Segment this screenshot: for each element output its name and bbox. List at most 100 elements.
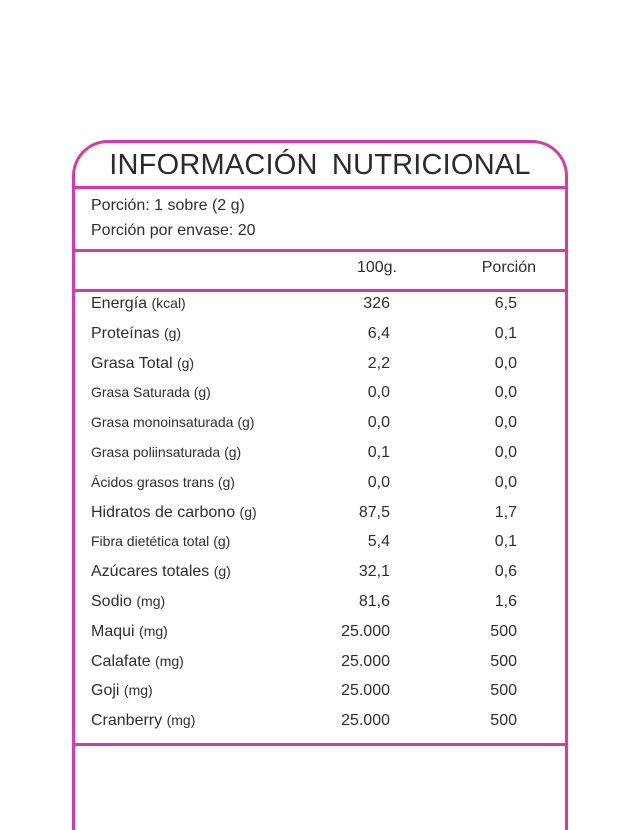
value-portion: 0,1 bbox=[494, 324, 517, 342]
table-row: Fibra dietética total (g) 5,4 0,1 bbox=[75, 533, 565, 563]
table-row: Ácidos grasos trans (g) 0,0 0,0 bbox=[75, 474, 565, 504]
value-100g: 81,6 bbox=[358, 593, 390, 610]
nutrient-name-text: Ácidos grasos trans bbox=[91, 473, 214, 490]
divider bbox=[75, 249, 565, 252]
nutrient-unit: (g) bbox=[217, 473, 235, 490]
nutrient-unit: (g) bbox=[213, 563, 231, 580]
nutrient-name-text: Calafate bbox=[91, 652, 151, 670]
nutrient-unit: (mg) bbox=[139, 622, 168, 639]
value-portion: 0,0 bbox=[494, 354, 517, 372]
value-100g: 5,4 bbox=[367, 533, 390, 551]
nutrient-name-text: Grasa Saturada bbox=[91, 384, 190, 401]
nutrient-name-text: Sodio bbox=[91, 593, 132, 610]
nutrient-name-text: Hidratos de carbono bbox=[91, 503, 236, 521]
value-100g: 0,0 bbox=[367, 384, 390, 402]
nutrient-name: Proteínas (g) bbox=[91, 325, 181, 343]
nutrient-name-text: Grasa monoinsaturada bbox=[91, 414, 234, 431]
nutrient-name-text: Grasa poliinsaturada bbox=[91, 444, 221, 460]
value-portion: 0,0 bbox=[494, 384, 517, 402]
serving-size: Porción: 1 sobre (2 g) bbox=[91, 197, 245, 214]
value-100g: 0,1 bbox=[367, 444, 390, 461]
nutrient-unit: (mg) bbox=[123, 682, 153, 699]
value-100g: 0,0 bbox=[367, 473, 390, 491]
value-100g: 32,1 bbox=[358, 563, 390, 581]
divider bbox=[75, 743, 565, 746]
value-portion: 500 bbox=[490, 652, 517, 670]
nutrient-name: Grasa Total (g) bbox=[91, 355, 194, 373]
value-portion: 500 bbox=[490, 622, 517, 640]
value-portion: 0,1 bbox=[494, 533, 517, 551]
nutrient-name: Fibra dietética total (g) bbox=[91, 533, 230, 549]
table-row: Hidratos de carbono (g) 87,5 1,7 bbox=[75, 504, 565, 534]
nutrient-name: Cranberry (mg) bbox=[91, 712, 195, 730]
value-portion: 500 bbox=[490, 682, 517, 700]
column-header-100g: 100g. bbox=[356, 259, 397, 276]
table-row: Grasa poliinsaturada (g) 0,1 0,0 bbox=[75, 444, 565, 474]
servings-per-package: Porción por envase: 20 bbox=[91, 222, 256, 239]
nutrient-unit: (g) bbox=[224, 444, 242, 460]
nutrient-name: Sodio (mg) bbox=[91, 593, 165, 611]
value-portion: 0,0 bbox=[494, 444, 517, 461]
value-100g: 25.000 bbox=[341, 622, 390, 640]
table-row: Energía (kcal) 326 6,5 bbox=[75, 295, 565, 325]
table-row: Sodio (mg) 81,6 1,6 bbox=[75, 593, 565, 623]
nutrient-name: Grasa Saturada (g) bbox=[91, 384, 211, 400]
nutrient-name-text: Goji bbox=[91, 682, 120, 700]
nutrient-name: Grasa monoinsaturada (g) bbox=[91, 414, 254, 430]
column-header-portion: Porción bbox=[481, 259, 536, 276]
value-portion: 0,0 bbox=[494, 473, 517, 491]
value-100g: 87,5 bbox=[358, 503, 390, 521]
nutrient-name-text: Energía bbox=[91, 295, 148, 312]
nutrient-name: Azúcares totales (g) bbox=[91, 563, 231, 581]
nutrient-name-text: Proteínas bbox=[91, 324, 160, 342]
table-row: Grasa Saturada (g) 0,0 0,0 bbox=[75, 384, 565, 414]
table-row: Grasa Total (g) 2,2 0,0 bbox=[75, 355, 565, 385]
table-row: Calafate (mg) 25.000 500 bbox=[75, 653, 565, 683]
table-row: Goji (mg) 25.000 500 bbox=[75, 682, 565, 712]
value-portion: 500 bbox=[490, 712, 517, 730]
table-row: Proteínas (g) 6,4 0,1 bbox=[75, 325, 565, 355]
value-100g: 25.000 bbox=[341, 652, 390, 670]
value-100g: 25.000 bbox=[341, 682, 390, 700]
nutrient-name: Maqui (mg) bbox=[91, 623, 168, 641]
table-row: Cranberry (mg) 25.000 500 bbox=[75, 712, 565, 742]
nutrient-name: Ácidos grasos trans (g) bbox=[91, 474, 235, 490]
table-row: Maqui (mg) 25.000 500 bbox=[75, 623, 565, 653]
nutrient-unit: (g) bbox=[176, 354, 195, 371]
divider bbox=[75, 186, 565, 189]
nutrient-name-text: Grasa Total bbox=[91, 354, 173, 372]
nutrient-name: Hidratos de carbono (g) bbox=[91, 504, 257, 522]
value-100g: 6,4 bbox=[367, 324, 390, 342]
value-100g: 0,0 bbox=[367, 414, 390, 432]
nutrient-name: Goji (mg) bbox=[91, 682, 153, 700]
nutrient-unit: (mg) bbox=[166, 712, 196, 729]
nutrient-unit: (g) bbox=[237, 414, 255, 431]
value-portion: 1,7 bbox=[494, 503, 517, 521]
nutrient-unit: (g) bbox=[213, 533, 231, 550]
nutrient-name-text: Cranberry bbox=[91, 712, 163, 730]
nutrient-name-text: Maqui bbox=[91, 622, 135, 640]
value-100g: 326 bbox=[363, 295, 390, 312]
nutrient-unit: (mg) bbox=[155, 652, 184, 669]
nutrient-name-text: Fibra dietética total bbox=[91, 533, 210, 550]
table-row: Azúcares totales (g) 32,1 0,6 bbox=[75, 563, 565, 593]
nutrient-unit: (kcal) bbox=[151, 295, 186, 311]
divider bbox=[75, 289, 565, 292]
value-100g: 25.000 bbox=[341, 712, 390, 730]
nutrient-name: Grasa poliinsaturada (g) bbox=[91, 444, 241, 460]
value-portion: 0,0 bbox=[494, 414, 517, 432]
label-title: INFORMACIÓN NUTRICIONAL bbox=[109, 149, 531, 181]
value-100g: 2,2 bbox=[367, 354, 390, 372]
nutrient-unit: (g) bbox=[163, 324, 182, 341]
nutrient-unit: (g) bbox=[193, 384, 211, 401]
nutrient-name: Calafate (mg) bbox=[91, 653, 184, 671]
value-portion: 1,6 bbox=[494, 593, 517, 610]
nutrition-label: INFORMACIÓN NUTRICIONAL Porción: 1 sobre… bbox=[72, 140, 568, 830]
nutrient-name-text: Azúcares totales bbox=[91, 563, 210, 581]
table-row: Grasa monoinsaturada (g) 0,0 0,0 bbox=[75, 414, 565, 444]
nutrient-name: Energía (kcal) bbox=[91, 295, 186, 313]
value-portion: 0,6 bbox=[494, 563, 517, 581]
nutrient-unit: (mg) bbox=[136, 593, 166, 609]
nutrient-unit: (g) bbox=[239, 503, 257, 520]
value-portion: 6,5 bbox=[494, 295, 517, 312]
